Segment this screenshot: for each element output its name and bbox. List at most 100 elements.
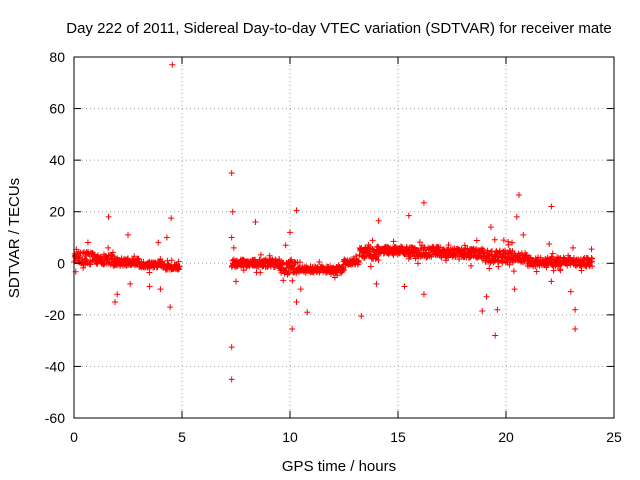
outlier-point [520,231,527,238]
data-point [565,252,572,259]
data-point [543,264,550,271]
data-point [168,257,175,264]
y-tick-label: 60 [49,101,65,117]
data-point [284,271,291,278]
data-point [486,265,493,272]
data-point [470,245,477,252]
data-point [335,262,342,269]
outlier-point [304,309,311,316]
outlier-point [168,215,175,222]
data-point [316,258,323,265]
data-point [510,268,517,275]
data-point [94,253,101,260]
outlier-point [125,231,131,238]
data-point [468,262,475,269]
outlier-point [405,212,412,219]
data-point [174,262,181,269]
outlier-point [548,278,555,285]
data-point [506,261,513,268]
data-point [111,262,118,269]
outlier-point [169,61,176,68]
outlier-point [289,326,296,333]
data-point [338,265,345,272]
data-point [369,246,376,253]
data-point [146,269,153,276]
outlier-point [293,207,300,214]
data-point [588,255,595,262]
data-point [351,260,358,267]
data-point [313,266,320,273]
x-tick-label: 20 [498,429,514,445]
data-point [383,244,390,251]
data-point [562,260,569,267]
x-axis-label: GPS time / hours [282,458,396,475]
data-point [499,259,506,266]
data-point [352,259,359,266]
data-point [341,266,348,273]
tick-labels: 0 5 10 15 20 25 -60 -40 -20 0 20 40 60 80 [45,49,622,445]
data-point [157,256,164,263]
outlier-point [373,280,380,287]
data-point [115,258,122,265]
outlier-point [511,286,518,293]
y-tick-label: 0 [57,255,65,271]
outlier-point [572,306,579,313]
data-point [399,244,406,251]
data-point [464,251,471,258]
outlier-point [155,239,162,246]
x-tick-label: 5 [178,429,186,445]
data-point [416,239,423,246]
outlier-point [157,286,164,293]
y-tick-label: -40 [45,358,65,374]
data-point [373,253,380,260]
data-point [488,252,495,259]
outlier-point [500,237,507,244]
data-point [331,274,338,281]
data-point [138,259,145,266]
outlier-point [401,283,408,290]
y-axis-label: SDTVAR / TECUs [6,178,23,298]
data-point [549,262,556,269]
outlier-point [146,283,153,290]
data-point [175,258,182,265]
data-point [505,238,512,245]
data-point [111,253,118,260]
outlier-point [567,288,574,295]
outlier-point [167,304,174,311]
outlier-point [228,344,235,351]
data-point [330,270,337,277]
data-point [277,267,284,274]
outlier-point [420,199,427,206]
data-point [84,239,91,246]
data-point [105,260,112,267]
outlier-point [494,306,501,313]
data-point [451,245,458,252]
data-point [240,256,247,263]
y-tick-label: 80 [49,49,65,65]
data-point [492,248,499,255]
chart-title: Day 222 of 2011, Sidereal Day-to-day VTE… [66,20,612,37]
outlier-point [487,224,494,231]
data-point [372,253,379,260]
data-point [484,257,491,264]
data-point [554,254,561,261]
data-point [132,260,139,267]
data-point [289,277,296,284]
data-point [255,261,262,268]
outlier-point [513,213,520,220]
data-point [480,246,487,253]
data-point [87,261,94,268]
y-tick-label: -20 [45,307,65,323]
data-point [131,253,138,260]
data-point [479,256,486,263]
data-point [296,259,303,266]
data-point [355,257,362,264]
data-point [442,257,449,264]
data-point [390,252,397,259]
data-point [509,239,516,246]
data-point [280,277,287,284]
data-point [473,237,480,244]
outlier-point [293,298,300,305]
